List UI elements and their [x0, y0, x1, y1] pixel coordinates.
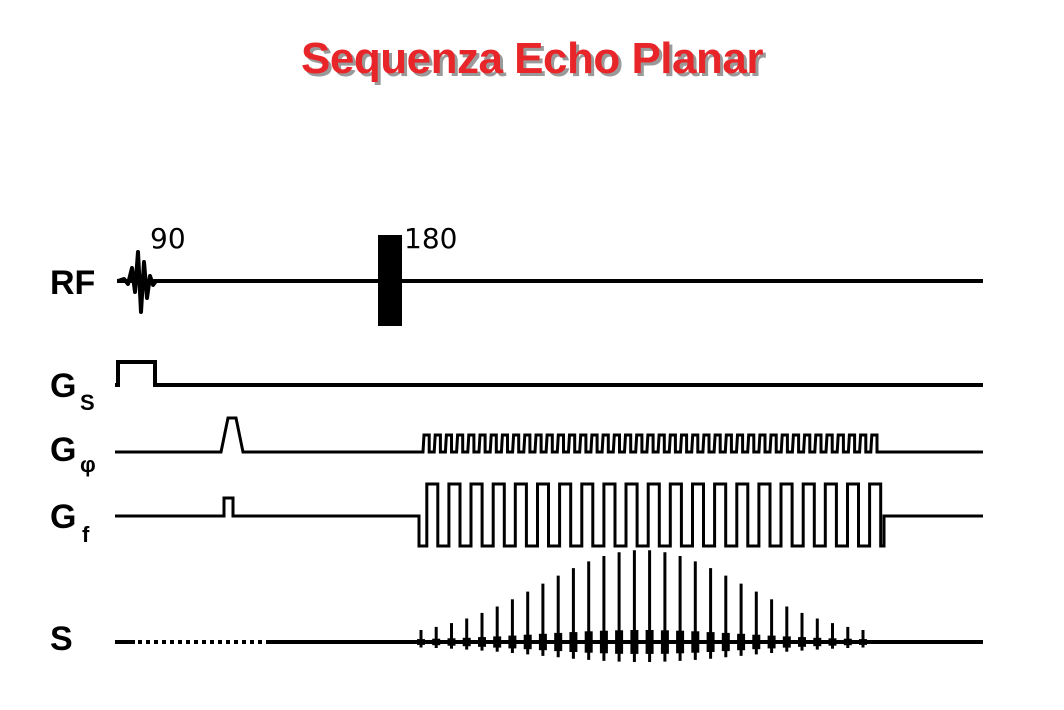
echo-core: [615, 630, 624, 654]
echo-core: [752, 634, 761, 650]
pulse-90-annotation: 90: [150, 222, 186, 255]
gphi-waveform: [115, 416, 983, 454]
echo-core: [676, 630, 685, 654]
echo-core: [767, 635, 776, 649]
echo-core: [782, 636, 791, 648]
pulse-180-annotation: 180: [404, 222, 457, 255]
s-label: S: [50, 620, 73, 658]
echo-core: [538, 633, 547, 651]
echo-core: [813, 637, 822, 647]
rf-90-sinc-pulse: [117, 250, 158, 314]
echo-core: [630, 630, 639, 654]
gf-waveform: [115, 482, 983, 548]
echo-core: [859, 639, 867, 645]
echo-core: [447, 638, 456, 646]
echo-core: [599, 630, 608, 654]
echo-core: [493, 636, 502, 648]
gf-label-subscript: f: [82, 522, 90, 547]
echo-core: [584, 631, 593, 653]
echo-core: [645, 630, 654, 654]
echo-core: [660, 630, 669, 654]
gs-label-subscript: S: [80, 390, 95, 415]
page-title: Sequenza Echo Planar: [301, 34, 763, 83]
echo-core: [478, 637, 486, 647]
gphi-label: G: [50, 431, 76, 469]
echo-core: [691, 631, 700, 653]
echo-core: [417, 639, 425, 645]
rf-label: RF: [50, 264, 95, 302]
echo-core: [828, 638, 837, 646]
gphi-label-subscript: φ: [80, 452, 96, 477]
gs-label: G: [50, 367, 76, 405]
echo-core: [554, 632, 563, 652]
gs-waveform: [115, 360, 983, 387]
echo-core: [798, 637, 806, 647]
echo-core: [737, 633, 746, 651]
echo-train: [417, 550, 867, 662]
echo-core: [462, 637, 471, 647]
rf-180-pulse: [378, 235, 402, 326]
echo-core: [569, 632, 578, 652]
echo-core: [432, 638, 441, 646]
echo-core: [843, 638, 852, 646]
echo-core: [721, 632, 730, 652]
gf-label: G: [50, 498, 76, 536]
echo-core: [706, 632, 715, 652]
echo-core: [523, 634, 532, 650]
echo-core: [508, 635, 517, 649]
